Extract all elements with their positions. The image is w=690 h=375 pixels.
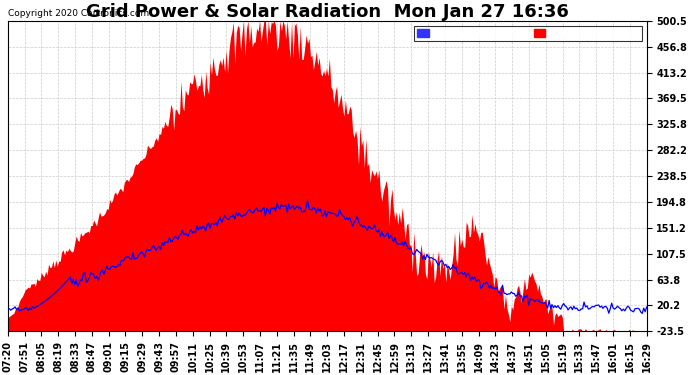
Legend: Radiation (w/m2), Grid (AC Watts): Radiation (w/m2), Grid (AC Watts) <box>414 26 642 42</box>
Title: Grid Power & Solar Radiation  Mon Jan 27 16:36: Grid Power & Solar Radiation Mon Jan 27 … <box>86 3 569 21</box>
Text: Copyright 2020 Cartronics.com: Copyright 2020 Cartronics.com <box>8 9 149 18</box>
